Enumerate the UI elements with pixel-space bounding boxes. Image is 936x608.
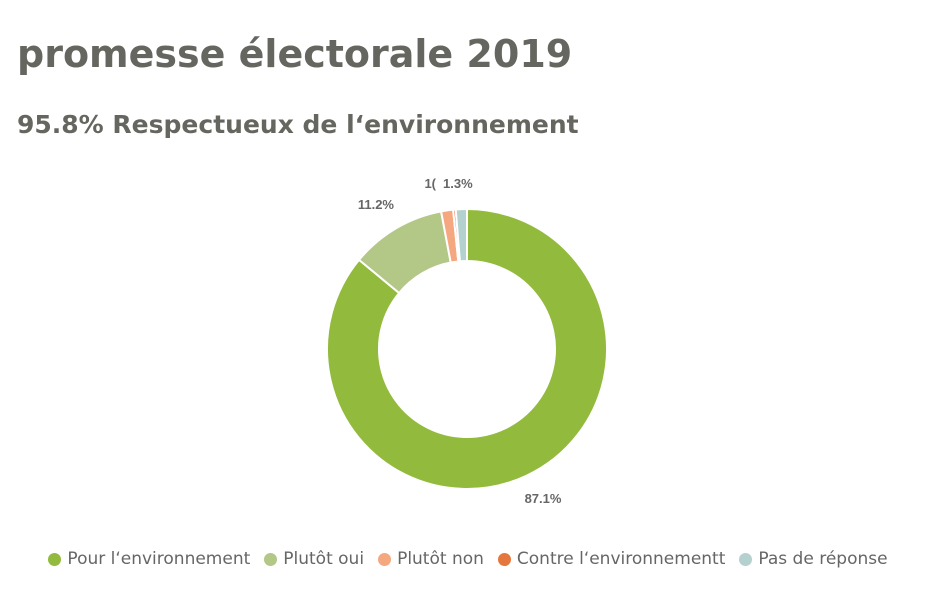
legend-label: Contre l‘environnementt [516,549,726,569]
legend-swatch-icon [264,552,278,566]
legend-label: Plutôt non [397,549,484,569]
legend-label: Plutôt oui [283,549,365,569]
legend-item-1[interactable]: Pour l‘environnement [48,549,250,569]
legend-item-3[interactable]: Plutôt non [378,549,484,569]
legend-swatch-icon [497,552,511,566]
legend-item-4[interactable]: Contre l‘environnementt [497,549,726,569]
legend-item-5[interactable]: Pas de réponse [739,549,888,569]
donut-chart: 87.1% 11.2% 1( 1.3% [326,176,608,506]
data-label-1: 87.1% [525,491,562,506]
data-label-2: 11.2% [358,197,395,212]
donut-slice-5[interactable] [454,207,468,263]
legend-label: Pas de réponse [758,549,888,569]
chart-subtitle: 95.8% Respectueux de l‘environnement [17,110,579,139]
donut-slices [326,207,608,490]
legend-swatch-icon [739,552,753,566]
donut-data-labels: 87.1% 11.2% 1( 1.3% [358,176,562,506]
chart-title: promesse électorale 2019 [17,32,573,76]
data-label-3: 1( [424,176,436,191]
chart-legend: Pour l‘environnement Plutôt oui Plutôt non… [0,549,936,569]
legend-swatch-icon [48,552,62,566]
data-label-5: 1.3% [443,176,473,191]
legend-swatch-icon [378,552,392,566]
donut-slice-1[interactable] [326,207,608,490]
legend-label: Pour l‘environnement [67,549,251,569]
legend-item-2[interactable]: Plutôt oui [264,549,364,569]
